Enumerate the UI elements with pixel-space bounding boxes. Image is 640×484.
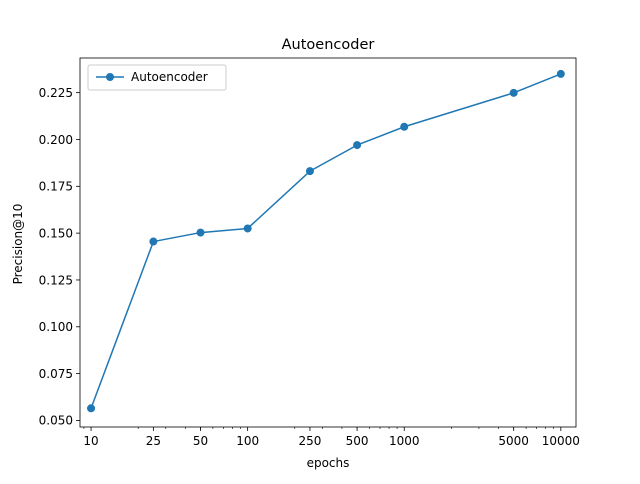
chart-title: Autoencoder [282, 37, 375, 53]
y-tick-label: 0.100 [39, 320, 73, 334]
x-tick-label: 50 [193, 434, 208, 448]
data-point [87, 404, 96, 413]
plot-frame [79, 57, 577, 428]
y-axis: 0.050 0.075 0.100 0.125 0.150 0.175 0.200 0.225 [39, 86, 80, 428]
plot-area [79, 57, 577, 428]
legend-box [87, 64, 227, 91]
x-tick-label: 1000 [389, 434, 420, 448]
x-tick-label: 25 [146, 434, 161, 448]
x-tick-label: 5000 [498, 434, 529, 448]
legend-label: Autoencoder [131, 70, 208, 84]
x-tick-label: 10000 [542, 434, 580, 448]
y-tick-label: 0.150 [39, 226, 73, 240]
y-tick-label: 0.050 [39, 414, 73, 428]
y-tick-label: 0.175 [39, 180, 73, 194]
data-point [305, 167, 314, 176]
y-tick-label: 0.125 [39, 273, 73, 287]
data-point [243, 224, 252, 233]
x-tick-label: 250 [299, 434, 322, 448]
legend: Autoencoder [87, 64, 227, 91]
x-tick-label: 100 [236, 434, 259, 448]
x-axis-label: epochs [307, 456, 350, 470]
y-tick-label: 0.225 [39, 86, 73, 100]
x-tick-label: 500 [346, 434, 369, 448]
y-tick-label: 0.075 [39, 367, 73, 381]
data-point [196, 228, 205, 237]
legend-marker-swatch [106, 73, 114, 81]
data-point [400, 122, 409, 131]
data-point [149, 237, 158, 246]
data-point [353, 141, 362, 150]
data-point [556, 69, 565, 78]
x-axis: 10 25 50 100 250 500 1000 5000 10000 [83, 427, 580, 448]
data-point [509, 88, 518, 97]
x-tick-label: 10 [83, 434, 98, 448]
y-tick-label: 0.200 [39, 133, 73, 147]
y-axis-label: Precision@10 [11, 204, 25, 285]
series-line [90, 73, 562, 409]
